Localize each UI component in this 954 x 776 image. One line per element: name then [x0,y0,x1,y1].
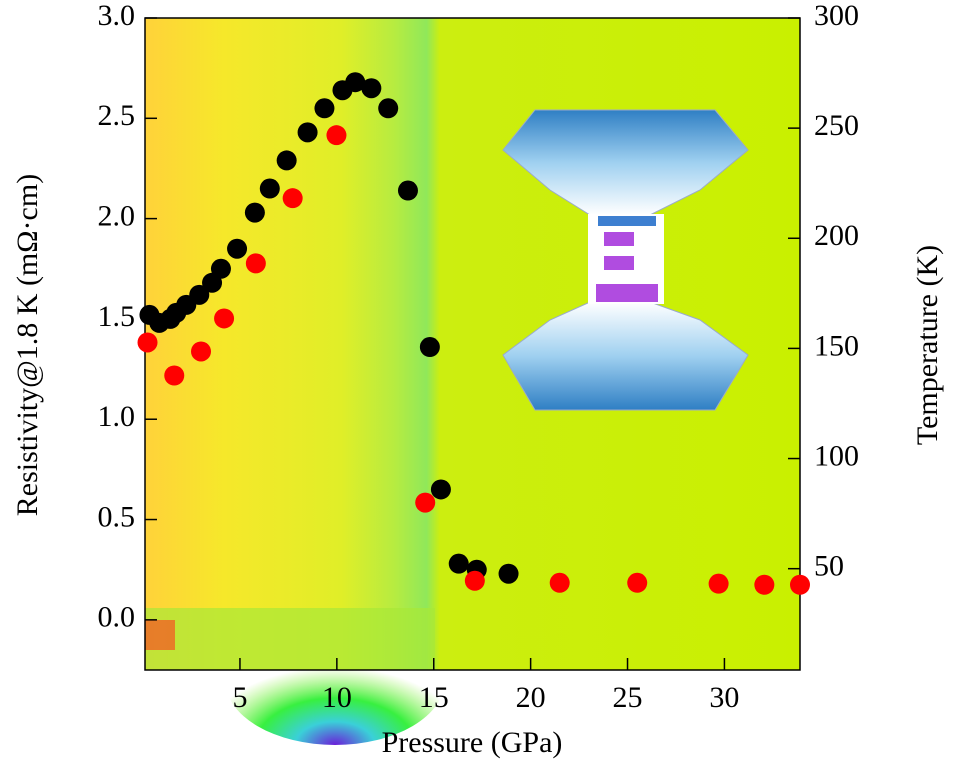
data-point [464,570,485,591]
data-point [210,258,231,279]
y2-tick-label: 200 [814,219,859,252]
data-point [627,572,648,593]
data-point [245,253,266,274]
data-point [419,337,440,358]
x-tick-label: 30 [709,681,739,714]
data-point [378,98,399,119]
data-point [297,122,318,143]
y-tick-label: 3.0 [98,0,136,32]
y-tick-label: 2.0 [98,200,136,233]
data-point [549,572,570,593]
y2-tick-label: 250 [814,109,859,142]
x-tick-label: 10 [322,681,352,714]
data-point [244,202,265,223]
data-point [790,574,810,595]
y2-tick-label: 300 [814,0,859,32]
data-point [137,332,158,353]
y-tick-label: 0.5 [98,500,136,533]
data-point [259,178,280,199]
data-point [361,78,382,99]
data-point [430,479,451,500]
data-point [214,308,235,329]
data-point [754,574,775,595]
y2-axis-title: Temperature (K) [911,245,944,445]
data-point [191,341,212,362]
y2-tick-label: 50 [814,550,844,583]
y-tick-label: 0.0 [98,601,136,634]
x-tick-label: 5 [232,681,247,714]
diamond-anvil [502,109,749,411]
data-point [227,238,248,259]
data-point [415,492,436,513]
heatmap-blob [145,620,175,650]
y-tick-label: 1.0 [98,400,136,433]
x-tick-label: 15 [419,681,449,714]
y-axis-title: Resistivity@1.8 K (mΩ·cm) [11,174,44,516]
data-point [708,573,729,594]
data-point [276,150,297,171]
data-point [326,125,347,146]
y2-tick-label: 100 [814,439,859,472]
data-point [189,284,210,305]
y2-tick-label: 150 [814,329,859,362]
y-tick-label: 2.5 [98,99,136,132]
x-axis-title: Pressure (GPa) [382,726,563,759]
heatmap-blob [225,615,445,745]
x-tick-label: 20 [516,681,546,714]
data-point [345,72,366,93]
data-point [282,188,303,209]
data-point [314,98,335,119]
x-tick-label: 25 [613,681,643,714]
y-tick-label: 1.5 [98,300,136,333]
data-point [498,563,519,584]
data-point [448,553,469,574]
data-point [164,365,185,386]
data-point [397,180,418,201]
